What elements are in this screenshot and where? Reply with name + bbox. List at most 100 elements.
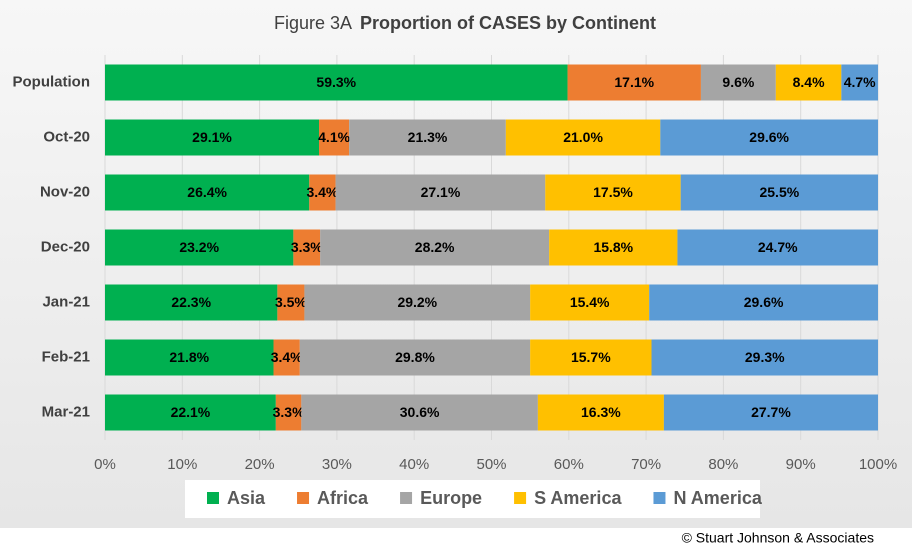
bar-segment — [275, 394, 302, 431]
bar-segment — [530, 284, 650, 321]
data-label: 16.3% — [581, 404, 621, 420]
bar-segment — [775, 64, 842, 101]
bar-segment — [537, 394, 664, 431]
data-label: 30.6% — [400, 404, 440, 420]
bar-segment — [105, 394, 276, 431]
bar-segment — [700, 64, 776, 101]
bar-segment — [105, 339, 274, 376]
legend-swatch — [653, 492, 666, 504]
bar-segment — [663, 394, 878, 431]
bar-segment — [105, 64, 568, 101]
x-tick-label: 10% — [167, 456, 197, 473]
bar-segment — [277, 284, 305, 321]
x-tick-label: 70% — [631, 456, 661, 473]
legend-label: S America — [534, 488, 622, 508]
x-tick-label: 20% — [245, 456, 275, 473]
bar-segment — [335, 174, 546, 211]
data-label: 22.3% — [171, 294, 211, 310]
bar-segment — [309, 174, 336, 211]
data-label: 3.5% — [275, 294, 307, 310]
y-tick-label: Oct-20 — [43, 128, 90, 145]
data-label: 15.8% — [593, 239, 633, 255]
x-tick-label: 0% — [94, 456, 116, 473]
bar-segment — [660, 119, 878, 156]
bar-segment — [105, 284, 278, 321]
data-label: 3.4% — [271, 349, 303, 365]
y-tick-label: Mar-21 — [42, 403, 90, 420]
bar-segment — [320, 229, 550, 266]
bar-segment — [105, 119, 320, 156]
bar-segment — [319, 119, 350, 156]
legend-swatch — [207, 492, 219, 504]
data-label: 21.3% — [408, 129, 448, 145]
x-tick-label: 100% — [859, 456, 897, 473]
bar-segment — [549, 229, 678, 266]
data-label: 4.7% — [844, 74, 876, 90]
legend-label: N America — [673, 488, 762, 508]
data-label: 8.4% — [793, 74, 825, 90]
data-label: 4.1% — [318, 129, 350, 145]
y-tick-label: Jan-21 — [42, 293, 90, 310]
bar-segment — [349, 119, 506, 156]
data-label: 17.5% — [593, 184, 633, 200]
bar-segment — [293, 229, 321, 266]
data-label: 21.0% — [563, 129, 603, 145]
bar-segment — [304, 284, 531, 321]
x-tick-label: 40% — [399, 456, 429, 473]
bar-segment — [301, 394, 538, 431]
data-label: 23.2% — [179, 239, 219, 255]
bar-segment — [105, 174, 310, 211]
legend-label: Europe — [420, 488, 482, 508]
bar-segment — [677, 229, 878, 266]
data-label: 29.8% — [395, 349, 435, 365]
data-label: 27.1% — [421, 184, 461, 200]
data-label: 3.3% — [291, 239, 323, 255]
data-label: 17.1% — [614, 74, 654, 90]
data-label: 29.3% — [745, 349, 785, 365]
data-label: 3.4% — [306, 184, 338, 200]
legend-label: Africa — [317, 488, 369, 508]
data-label: 9.6% — [722, 74, 754, 90]
y-tick-label: Population — [13, 73, 91, 90]
bar-segment — [651, 339, 878, 376]
y-tick-label: Dec-20 — [41, 238, 90, 255]
bar-segment — [505, 119, 661, 156]
bar-segment — [545, 174, 681, 211]
data-label: 29.6% — [749, 129, 789, 145]
legend-swatch — [400, 492, 413, 504]
bar-segment — [105, 229, 294, 266]
source-note: © Stuart Johnson & Associates — [682, 530, 874, 546]
data-label: 27.7% — [751, 404, 791, 420]
x-tick-label: 80% — [708, 456, 738, 473]
y-tick-label: Nov-20 — [40, 183, 90, 200]
legend-label: Asia — [227, 488, 266, 508]
data-label: 3.3% — [273, 404, 305, 420]
data-label: 22.1% — [171, 404, 211, 420]
chart-title: Proportion of CASES by Continent — [360, 13, 656, 33]
data-label: 21.8% — [169, 349, 209, 365]
data-label: 29.6% — [744, 294, 784, 310]
y-tick-label: Feb-21 — [42, 348, 90, 365]
footer-background — [0, 528, 912, 552]
data-label: 26.4% — [187, 184, 227, 200]
x-tick-label: 60% — [554, 456, 584, 473]
bar-segment — [649, 284, 878, 321]
x-tick-label: 30% — [322, 456, 352, 473]
bar-segment — [567, 64, 701, 101]
data-label: 29.1% — [192, 129, 232, 145]
x-tick-label: 50% — [476, 456, 506, 473]
bar-segment — [273, 339, 300, 376]
legend-swatch — [514, 492, 527, 504]
x-tick-label: 90% — [786, 456, 816, 473]
data-label: 29.2% — [397, 294, 437, 310]
data-label: 24.7% — [758, 239, 798, 255]
data-label: 28.2% — [415, 239, 455, 255]
legend-swatch — [297, 492, 310, 504]
figure-label: Figure 3A — [274, 13, 352, 33]
data-label: 59.3% — [316, 74, 356, 90]
bar-segment — [530, 339, 652, 376]
bar-segment — [680, 174, 878, 211]
data-label: 25.5% — [759, 184, 799, 200]
data-label: 15.7% — [571, 349, 611, 365]
